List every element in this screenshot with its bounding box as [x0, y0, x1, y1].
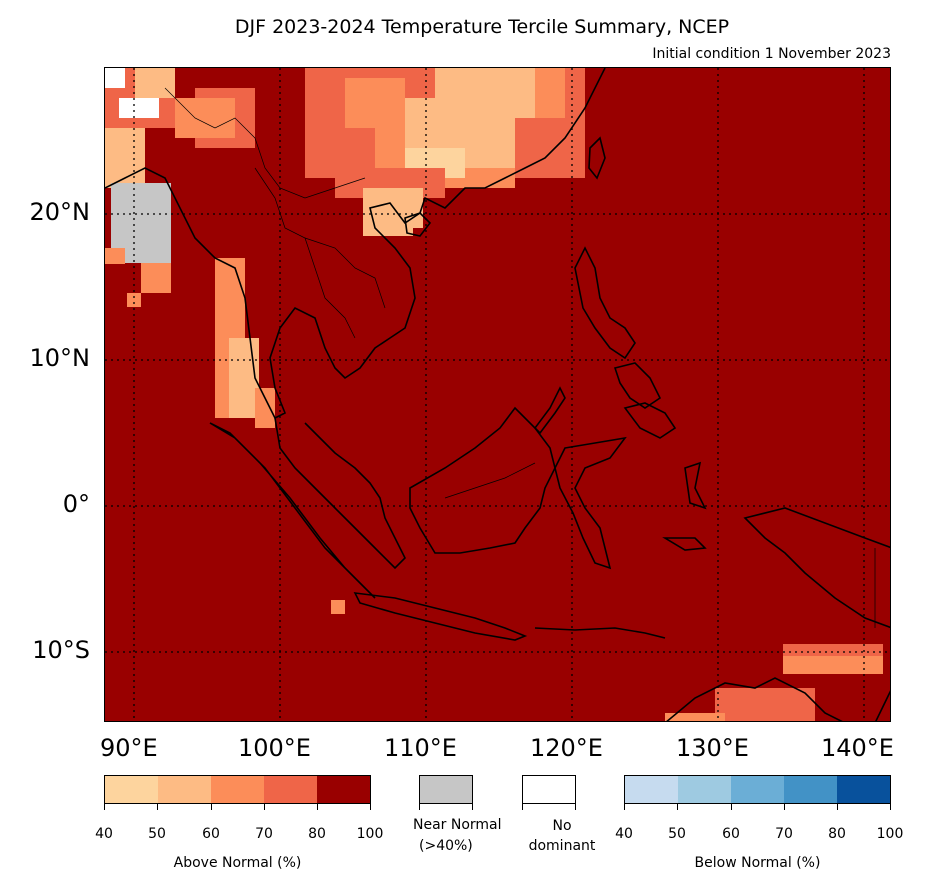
near-normal-swatch	[419, 775, 473, 804]
above-tick: 40	[95, 826, 113, 842]
probability-cells	[105, 68, 883, 721]
below-swatch-70-80	[784, 776, 837, 803]
gridlines	[105, 68, 890, 721]
lat-label-20n: 20°N	[29, 198, 91, 226]
below-tick: 100	[876, 826, 904, 842]
above-tick: 80	[308, 826, 326, 842]
lat-label-10s: 10°S	[32, 636, 90, 664]
near-normal-sublabel: (>40%)	[419, 838, 473, 854]
near-normal-label: Near Normal	[413, 817, 502, 833]
above-swatch-60-70	[211, 776, 264, 803]
lon-label-140e: 140°E	[821, 734, 894, 762]
below-swatch-50-60	[678, 776, 731, 803]
coastlines	[105, 68, 890, 721]
lon-label-110e: 110°E	[384, 734, 457, 762]
above-swatch-40-50	[105, 776, 158, 803]
above-normal-label: Above Normal (%)	[173, 855, 302, 871]
above-tick: 100	[356, 826, 384, 842]
lon-label-90e: 90°E	[100, 734, 158, 762]
below-swatch-60-70	[731, 776, 784, 803]
lon-label-100e: 100°E	[238, 734, 311, 762]
no-dominant-label: No	[552, 818, 572, 834]
above-tick: 70	[255, 826, 273, 842]
no-dominant-sublabel: dominant	[528, 838, 596, 854]
below-swatch-40-50	[625, 776, 678, 803]
lat-label-0: 0°	[62, 490, 90, 518]
below-normal-label: Below Normal (%)	[694, 855, 821, 871]
borders	[164, 87, 876, 628]
below-normal-colorbar	[624, 775, 891, 804]
forecast-map	[104, 67, 891, 722]
above-swatch-70-80	[264, 776, 317, 803]
below-swatch-80-100	[837, 776, 890, 803]
below-tick: 60	[722, 826, 740, 842]
above-tick: 50	[148, 826, 166, 842]
no-dominant-swatch	[522, 775, 576, 804]
below-tick: 70	[775, 826, 793, 842]
lon-label-120e: 120°E	[530, 734, 603, 762]
map-canvas	[105, 68, 890, 721]
chart-subtitle: Initial condition 1 November 2023	[652, 46, 891, 62]
lat-label-10n: 10°N	[29, 344, 91, 372]
below-tick: 80	[828, 826, 846, 842]
lon-label-130e: 130°E	[676, 734, 749, 762]
chart-title: DJF 2023-2024 Temperature Tercile Summar…	[234, 16, 730, 38]
below-tick: 40	[615, 826, 633, 842]
above-swatch-80-100	[317, 776, 370, 803]
above-swatch-50-60	[158, 776, 211, 803]
below-tick: 50	[668, 826, 686, 842]
above-normal-colorbar	[104, 775, 371, 804]
above-tick: 60	[202, 826, 220, 842]
